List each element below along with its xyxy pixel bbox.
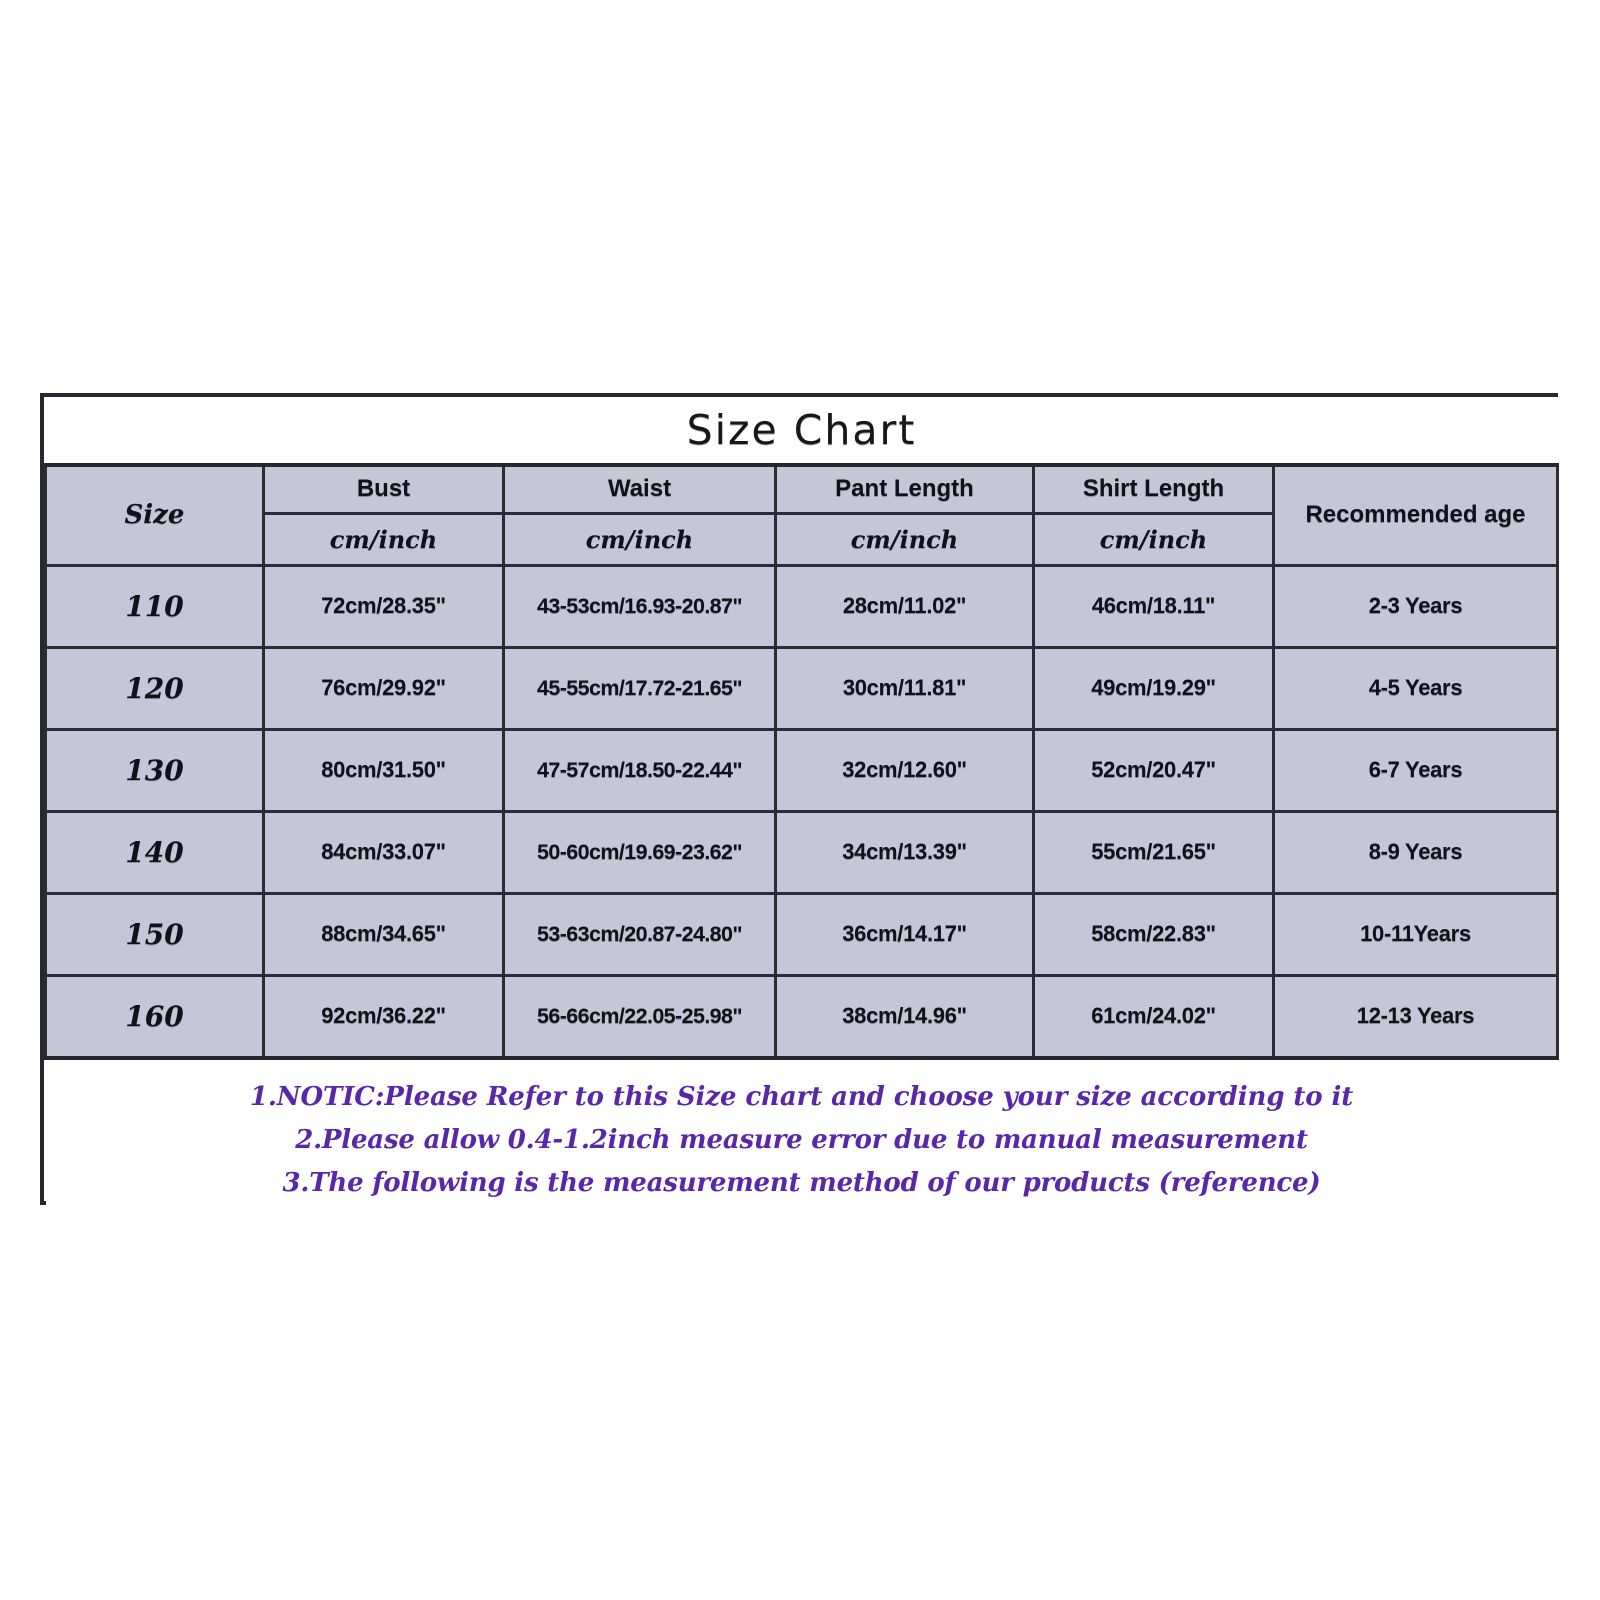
note-line-1: 1.NOTIC:Please Refer to this Size chart …	[249, 1082, 1354, 1112]
header-unit-pant-length-label: cm/inch	[850, 524, 959, 554]
notes-cell: 1.NOTIC:Please Refer to this Size chart …	[45, 1055, 1558, 1214]
cell-shirt-length: 49cm/19.29"	[1032, 645, 1275, 731]
cell-size: 150	[44, 891, 265, 977]
cell-pant-length: 28cm/11.02"	[774, 563, 1035, 649]
cell-size: 120	[44, 645, 265, 731]
cell-recommended-age: 2-3 Years	[1272, 563, 1559, 649]
table-row: 130 80cm/31.50" 47-57cm/18.50-22.44" 32c…	[44, 727, 1559, 813]
header-bust-label: Bust	[356, 475, 411, 503]
cell-bust: 88cm/34.65"	[262, 891, 505, 977]
cell-recommended-age: 8-9 Years	[1272, 809, 1559, 895]
cell-pant-length: 32cm/12.60"	[774, 727, 1035, 813]
size-chart-container: Size Chart Size Bust Waist Pant Length S…	[40, 393, 1559, 1214]
table-row: 110 72cm/28.35" 43-53cm/16.93-20.87" 28c…	[44, 563, 1559, 649]
header-waist-label: Waist	[607, 475, 672, 503]
table-row: 120 76cm/29.92" 45-55cm/17.72-21.65" 30c…	[44, 645, 1559, 731]
cell-shirt-length: 46cm/18.11"	[1032, 563, 1275, 649]
cell-size: 140	[44, 809, 265, 895]
header-unit-shirt-length: cm/inch	[1032, 511, 1275, 567]
cell-size: 110	[44, 563, 265, 649]
header-pant-length: Pant Length	[774, 463, 1035, 515]
cell-waist: 53-63cm/20.87-24.80"	[502, 891, 777, 977]
cell-bust: 76cm/29.92"	[262, 645, 505, 731]
cell-recommended-age: 10-11Years	[1272, 891, 1559, 977]
title-row: Size Chart	[45, 397, 1558, 467]
header-waist: Waist	[502, 463, 777, 515]
header-unit-waist-label: cm/inch	[585, 524, 694, 554]
cell-shirt-length: 58cm/22.83"	[1032, 891, 1275, 977]
header-unit-pant-length: cm/inch	[774, 511, 1035, 567]
cell-waist: 43-53cm/16.93-20.87"	[502, 563, 777, 649]
cell-pant-length: 30cm/11.81"	[774, 645, 1035, 731]
cell-waist: 50-60cm/19.69-23.62"	[502, 809, 777, 895]
cell-waist: 47-57cm/18.50-22.44"	[502, 727, 777, 813]
cell-size: 160	[44, 973, 265, 1059]
header-recommended-age-label: Recommended age	[1305, 501, 1526, 529]
table-row: 150 88cm/34.65" 53-63cm/20.87-24.80" 36c…	[44, 891, 1559, 977]
header-size: Size	[44, 463, 265, 567]
table-row: 140 84cm/33.07" 50-60cm/19.69-23.62" 34c…	[44, 809, 1559, 895]
header-recommended-age: Recommended age	[1272, 463, 1559, 567]
header-unit-waist: cm/inch	[502, 511, 777, 567]
cell-recommended-age: 4-5 Years	[1272, 645, 1559, 731]
cell-shirt-length: 55cm/21.65"	[1032, 809, 1275, 895]
note-line-3: 3.The following is the measurement metho…	[282, 1168, 1321, 1198]
cell-waist: 45-55cm/17.72-21.65"	[502, 645, 777, 731]
table-row: 160 92cm/36.22" 56-66cm/22.05-25.98" 38c…	[44, 973, 1559, 1059]
size-chart-table: Size Chart Size Bust Waist Pant Length S…	[44, 397, 1559, 1214]
header-unit-bust-label: cm/inch	[329, 524, 438, 554]
cell-bust: 84cm/33.07"	[262, 809, 505, 895]
cell-shirt-length: 61cm/24.02"	[1032, 973, 1275, 1059]
cell-bust: 72cm/28.35"	[262, 563, 505, 649]
cell-bust: 92cm/36.22"	[262, 973, 505, 1059]
cell-pant-length: 34cm/13.39"	[774, 809, 1035, 895]
cell-waist: 56-66cm/22.05-25.98"	[502, 973, 777, 1059]
cell-recommended-age: 6-7 Years	[1272, 727, 1559, 813]
header-unit-row: cm/inch cm/inch cm/inch cm/inch	[46, 511, 1558, 567]
header-group-row: Size Bust Waist Pant Length Shirt Length…	[44, 463, 1559, 567]
title-cell: Size Chart	[45, 397, 1558, 467]
header-bust: Bust	[262, 463, 505, 515]
note-line-2: 2.Please allow 0.4-1.2inch measure error…	[295, 1125, 1308, 1155]
cell-shirt-length: 52cm/20.47"	[1032, 727, 1275, 813]
cell-recommended-age: 12-13 Years	[1272, 973, 1559, 1059]
header-size-label: Size	[124, 500, 185, 531]
cell-pant-length: 38cm/14.96"	[774, 973, 1035, 1059]
header-unit-bust: cm/inch	[262, 511, 505, 567]
header-pant-length-label: Pant Length	[835, 475, 974, 503]
header-shirt-length-label: Shirt Length	[1082, 475, 1225, 503]
cell-size: 130	[44, 727, 265, 813]
header-shirt-length: Shirt Length	[1032, 463, 1275, 515]
header-unit-shirt-length-label: cm/inch	[1099, 524, 1208, 554]
page-title: Size Chart	[686, 405, 917, 454]
notes-row: 1.NOTIC:Please Refer to this Size chart …	[45, 1055, 1558, 1214]
cell-pant-length: 36cm/14.17"	[774, 891, 1035, 977]
cell-bust: 80cm/31.50"	[262, 727, 505, 813]
